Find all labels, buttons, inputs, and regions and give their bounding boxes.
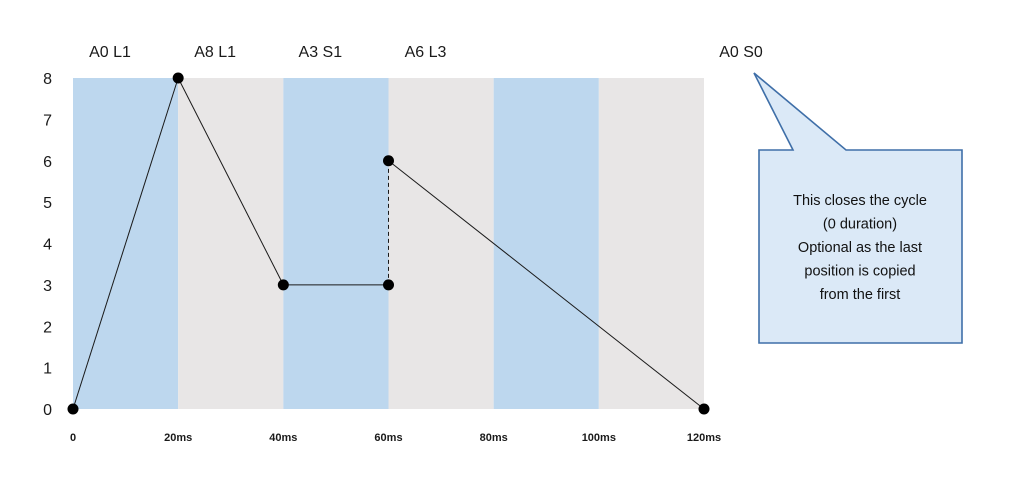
y-tick-label: 2	[43, 319, 52, 336]
y-tick-label: 5	[43, 195, 52, 212]
segment-4	[388, 160, 705, 410]
band-1	[178, 78, 284, 409]
segment-labels: A0 L1 A8 L1 A3 S1 A6 L3 A0 S0	[89, 44, 763, 61]
band-3	[388, 78, 494, 409]
point-0	[67, 403, 79, 415]
x-tick-label: 20ms	[164, 432, 192, 444]
callout-line: from the first	[820, 287, 901, 303]
point-3	[383, 279, 394, 291]
segment-0	[72, 77, 179, 410]
segment-label: A3 S1	[299, 44, 343, 61]
x-tick-label: 40ms	[269, 432, 297, 444]
segment-label: A0 S0	[719, 44, 763, 61]
callout-line: Optional as the last	[798, 240, 922, 256]
y-tick-label: 7	[43, 112, 52, 129]
x-tick-label: 120ms	[687, 432, 721, 444]
point-4	[383, 155, 394, 167]
y-tick-label: 6	[43, 154, 52, 171]
y-tick-label: 1	[43, 361, 52, 378]
point-5	[698, 403, 710, 415]
background-bands	[73, 78, 704, 409]
segment-1	[177, 77, 284, 286]
y-tick-label: 3	[43, 278, 52, 295]
band-4	[493, 78, 599, 409]
callout: This closes the cycle (0 duration) Optiona…	[753, 72, 963, 344]
callout-line: (0 duration)	[823, 217, 897, 233]
x-tick-label: 80ms	[480, 432, 508, 444]
point-2	[277, 279, 289, 291]
band-2	[283, 78, 389, 409]
callout-line: This closes the cycle	[793, 193, 927, 209]
x-tick-label: 0	[70, 432, 76, 444]
segment-label: A8 L1	[194, 44, 236, 61]
x-tick-label: 100ms	[582, 432, 616, 444]
y-tick-label: 0	[43, 402, 52, 419]
x-tick-label: 60ms	[374, 432, 402, 444]
band-5	[598, 78, 704, 409]
y-axis-ticks: 0 1 2 3 4 5 6 7 8	[43, 71, 52, 419]
segment-label: A0 L1	[89, 44, 131, 61]
callout-box	[753, 72, 963, 344]
data-points	[67, 72, 710, 415]
y-tick-label: 4	[43, 237, 52, 254]
line-segments	[72, 77, 705, 410]
y-tick-label: 8	[43, 71, 52, 88]
segment-label: A6 L3	[405, 44, 447, 61]
x-axis-ticks: 0 20ms 40ms 60ms 80ms 100ms 120ms	[70, 432, 721, 444]
callout-line: position is copied	[804, 264, 915, 280]
callout-text: This closes the cycle (0 duration) Optiona…	[793, 193, 927, 303]
point-1	[172, 72, 184, 84]
